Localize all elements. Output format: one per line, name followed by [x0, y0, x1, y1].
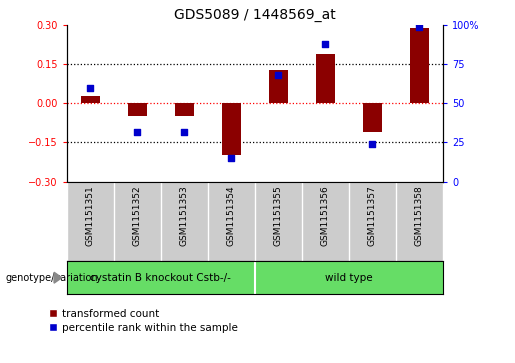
- Point: [415, 24, 423, 30]
- Point: [368, 141, 376, 147]
- Bar: [316, 54, 335, 103]
- Text: GSM1151352: GSM1151352: [133, 185, 142, 246]
- Title: GDS5089 / 1448569_at: GDS5089 / 1448569_at: [174, 8, 336, 22]
- Bar: [410, 28, 429, 103]
- Point: [321, 41, 330, 47]
- Text: GSM1151356: GSM1151356: [321, 185, 330, 246]
- Bar: [81, 96, 100, 103]
- Text: wild type: wild type: [325, 273, 373, 283]
- Bar: [175, 103, 194, 117]
- Point: [227, 155, 235, 161]
- Point: [87, 85, 95, 91]
- Point: [133, 129, 142, 134]
- Text: cystatin B knockout Cstb-/-: cystatin B knockout Cstb-/-: [91, 273, 231, 283]
- Point: [274, 73, 283, 78]
- Point: [180, 129, 188, 134]
- Text: GSM1151358: GSM1151358: [415, 185, 424, 246]
- Legend: transformed count, percentile rank within the sample: transformed count, percentile rank withi…: [46, 306, 240, 335]
- Text: genotype/variation: genotype/variation: [5, 273, 98, 283]
- Text: GSM1151357: GSM1151357: [368, 185, 377, 246]
- Text: GSM1151355: GSM1151355: [274, 185, 283, 246]
- Text: GSM1151354: GSM1151354: [227, 185, 236, 246]
- Text: GSM1151353: GSM1151353: [180, 185, 189, 246]
- Text: GSM1151351: GSM1151351: [86, 185, 95, 246]
- Bar: [222, 103, 241, 155]
- Bar: [363, 103, 382, 132]
- Bar: [128, 103, 147, 117]
- Bar: [269, 70, 288, 103]
